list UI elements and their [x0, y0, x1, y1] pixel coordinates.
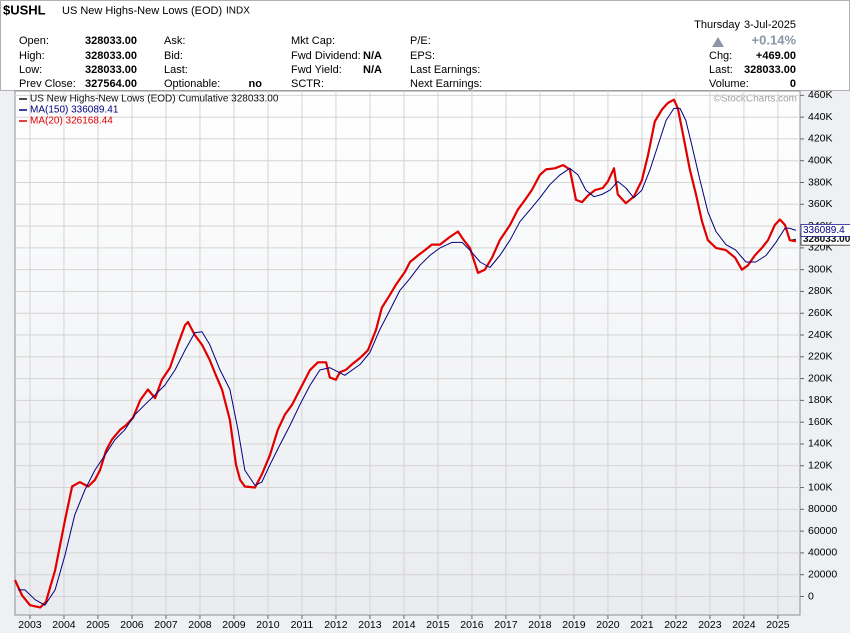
y-tick-label: 260K	[808, 307, 833, 319]
header-panel	[0, 0, 850, 91]
y-tick-label: 280K	[808, 285, 833, 297]
field-label: Last Earnings:	[410, 64, 480, 76]
x-tick-label: 2015	[426, 619, 450, 631]
field-label: Low:	[19, 64, 42, 76]
field-label: Fwd Dividend:	[291, 50, 361, 62]
date: 3-Jul-2025	[744, 19, 796, 31]
exchange: INDX	[226, 6, 250, 17]
y-tick-label: 440K	[808, 111, 833, 123]
x-tick-label: 2024	[732, 619, 756, 631]
field-label: High:	[19, 50, 45, 62]
watermark: ©StockCharts.com	[713, 94, 797, 105]
y-tick-label: 120K	[808, 460, 833, 472]
y-tick-label: 420K	[808, 133, 833, 145]
end-label: 336089.4	[803, 225, 845, 236]
series-line	[18, 107, 797, 606]
series-line	[14, 98, 797, 609]
field-value: 328033.00	[744, 64, 796, 76]
x-tick-label: 2021	[630, 619, 654, 631]
y-tick-label: 360K	[808, 198, 833, 210]
change-pct: +0.14%	[752, 32, 797, 47]
field-label: Last:	[164, 64, 188, 76]
legend-label: MA(20) 326168.44	[30, 116, 113, 127]
y-tick-label: 300K	[808, 263, 833, 275]
x-tick-label: 2010	[256, 619, 280, 631]
y-tick-label: 400K	[808, 155, 833, 167]
field-value: 328033.00	[85, 50, 137, 62]
y-tick-label: 60000	[808, 525, 837, 537]
y-tick-label: 200K	[808, 372, 833, 384]
field-value: 0	[790, 78, 796, 90]
y-tick-label: 100K	[808, 481, 833, 493]
x-tick-label: 2008	[188, 619, 212, 631]
x-tick-label: 2019	[562, 619, 586, 631]
field-label: P/E:	[410, 35, 431, 47]
field-label: Volume:	[709, 78, 749, 90]
field-label: EPS:	[410, 50, 435, 62]
x-tick-label: 2017	[494, 619, 518, 631]
field-value: N/A	[363, 64, 382, 76]
field-value: 327564.00	[85, 78, 137, 90]
x-tick-label: 2014	[392, 619, 416, 631]
field-value: 328033.00	[85, 64, 137, 76]
x-tick-label: 2005	[86, 619, 110, 631]
end-label: 328033.00	[803, 234, 850, 245]
y-tick-label: 380K	[808, 176, 833, 188]
security-name: US New Highs-New Lows (EOD)	[62, 5, 222, 17]
y-tick-label: 80000	[808, 503, 837, 515]
field-value: +469.00	[756, 50, 796, 62]
field-label: Optionable:	[164, 78, 220, 90]
field-value: 328033.00	[85, 35, 137, 47]
x-tick-label: 2012	[324, 619, 348, 631]
x-tick-label: 2016	[460, 619, 484, 631]
y-tick-label: 160K	[808, 416, 833, 428]
x-tick-label: 2013	[358, 619, 382, 631]
y-tick-label: 180K	[808, 394, 833, 406]
x-tick-label: 2022	[664, 619, 688, 631]
y-tick-label: 220K	[808, 351, 833, 363]
up-arrow	[712, 37, 724, 47]
y-tick-label: 40000	[808, 547, 837, 559]
y-tick-label: 240K	[808, 329, 833, 341]
weekday: Thursday	[694, 19, 740, 31]
y-tick-label: 460K	[808, 89, 833, 101]
x-tick-label: 2007	[154, 619, 178, 631]
field-value: N/A	[363, 50, 382, 62]
x-tick-label: 2011	[291, 619, 314, 631]
field-label: Mkt Cap:	[291, 35, 335, 47]
field-label: Last:	[709, 64, 733, 76]
field-label: Next Earnings:	[410, 78, 482, 90]
field-label: Bid:	[164, 50, 183, 62]
x-tick-label: 2004	[52, 619, 76, 631]
header: $USHL US New Highs-New Lows (EOD) INDX T…	[3, 2, 796, 47]
y-tick-label: 20000	[808, 568, 837, 580]
field-label: SCTR:	[291, 78, 324, 90]
field-value: no	[249, 78, 263, 90]
plot-area	[14, 90, 801, 616]
x-tick-label: 2020	[596, 619, 620, 631]
field-label: Chg:	[709, 50, 732, 62]
field-label: Ask:	[164, 35, 185, 47]
field-label: Fwd Yield:	[291, 64, 342, 76]
x-tick-label: 2018	[528, 619, 552, 631]
symbol: $USHL	[3, 2, 46, 17]
field-label: Prev Close:	[19, 78, 76, 90]
legend-label: US New Highs-New Lows (EOD) Cumulative 3…	[30, 94, 279, 105]
legend-label: MA(150) 336089.41	[30, 105, 119, 116]
end-label-box	[800, 224, 850, 237]
x-tick-label: 2023	[698, 619, 722, 631]
x-tick-label: 2006	[120, 619, 144, 631]
y-tick-label: 0	[808, 590, 814, 602]
field-label: Open:	[19, 35, 49, 47]
x-tick-label: 2025	[766, 619, 790, 631]
x-tick-label: 2003	[18, 619, 42, 631]
y-tick-label: 140K	[808, 438, 833, 450]
x-tick-label: 2009	[222, 619, 246, 631]
